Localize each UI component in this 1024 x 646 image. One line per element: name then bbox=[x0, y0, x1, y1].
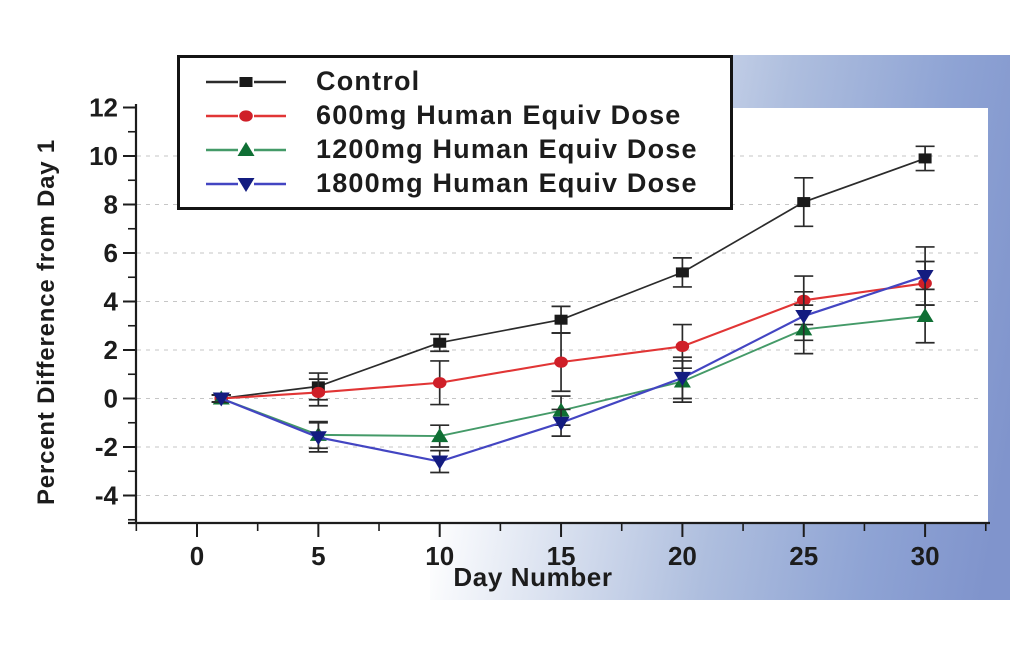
data-point-marker bbox=[212, 392, 230, 407]
y-tick-label: -4 bbox=[95, 481, 119, 511]
data-point-marker bbox=[432, 377, 447, 389]
series-1200mg bbox=[211, 288, 935, 450]
data-point-marker bbox=[239, 109, 253, 122]
legend-sample-circle-icon bbox=[206, 109, 286, 122]
y-tick-label: 6 bbox=[104, 238, 118, 268]
x-tick-label: 15 bbox=[547, 541, 576, 571]
legend-label: Control bbox=[316, 66, 421, 96]
data-point-marker bbox=[795, 310, 813, 325]
y-tick-label: 12 bbox=[89, 93, 118, 123]
data-point-marker bbox=[675, 267, 689, 278]
y-axis-title: Percent Difference from Day 1 bbox=[33, 139, 60, 505]
legend-sample-triangle-up-icon bbox=[206, 141, 286, 156]
data-point-marker bbox=[433, 337, 447, 348]
data-point-marker bbox=[431, 428, 449, 443]
data-point-marker bbox=[237, 177, 255, 192]
legend-sample-triangle-down-icon bbox=[206, 177, 286, 192]
data-point-marker bbox=[673, 371, 691, 386]
data-point-marker bbox=[552, 416, 570, 431]
legend: Control 600mg Human Equiv Dose 1200mg Hu… bbox=[177, 55, 733, 210]
legend-label: 1200mg Human Equiv Dose bbox=[316, 134, 698, 164]
x-tick-label: 25 bbox=[789, 541, 818, 571]
y-tick-label: -2 bbox=[95, 432, 118, 462]
y-tick-label: 4 bbox=[104, 287, 119, 317]
y-tick-label: 8 bbox=[104, 190, 118, 220]
series-1800mg bbox=[211, 246, 935, 474]
x-tick-label: 10 bbox=[425, 541, 454, 571]
series-line bbox=[221, 282, 926, 400]
x-tick-label: 20 bbox=[668, 541, 697, 571]
data-point-marker bbox=[554, 356, 568, 368]
y-tick-label: 10 bbox=[89, 141, 118, 171]
data-point-marker bbox=[239, 76, 253, 87]
x-tick-label: 30 bbox=[911, 541, 940, 571]
data-point-marker bbox=[237, 141, 255, 156]
legend-sample-square-icon bbox=[206, 76, 286, 87]
x-axis-title: Day Number bbox=[453, 562, 613, 592]
legend-item-1200mg: 1200mg Human Equiv Dose bbox=[204, 133, 730, 167]
data-point-marker bbox=[554, 314, 568, 325]
x-tick-label: 0 bbox=[190, 541, 204, 571]
y-tick-label: 0 bbox=[104, 384, 118, 414]
y-tick-label: 2 bbox=[104, 335, 118, 365]
legend-label: 1800mg Human Equiv Dose bbox=[316, 168, 698, 198]
legend-label: 600mg Human Equiv Dose bbox=[316, 100, 682, 130]
series-line bbox=[220, 274, 926, 463]
data-point-marker bbox=[309, 431, 327, 446]
data-point-marker bbox=[916, 308, 934, 323]
data-point-marker bbox=[918, 153, 932, 164]
legend-item-1800mg: 1800mg Human Equiv Dose bbox=[204, 167, 730, 201]
data-point-marker bbox=[797, 197, 811, 208]
legend-item-control: Control bbox=[204, 65, 730, 99]
data-point-marker bbox=[431, 455, 449, 470]
data-point-marker bbox=[675, 340, 690, 352]
data-point-marker bbox=[916, 270, 934, 285]
data-point-marker bbox=[311, 386, 326, 399]
legend-item-600mg: 600mg Human Equiv Dose bbox=[204, 99, 730, 133]
x-tick-label: 5 bbox=[311, 541, 325, 571]
